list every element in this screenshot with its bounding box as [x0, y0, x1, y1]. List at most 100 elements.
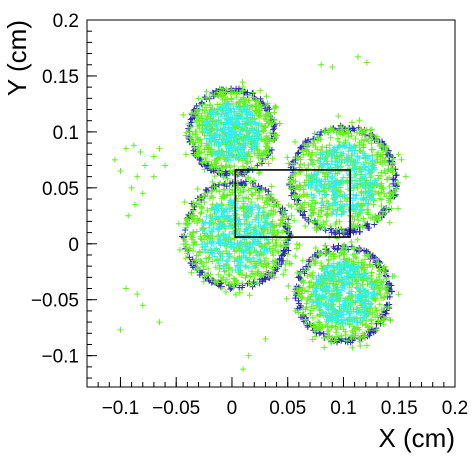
scatter-point [229, 128, 236, 135]
scatter-point [358, 137, 365, 144]
scatter-point [356, 177, 363, 184]
scatter-point [292, 253, 299, 260]
scatter-point [306, 218, 313, 225]
scatter-point [292, 178, 299, 185]
scatter-point [387, 165, 394, 172]
scatter-point [225, 110, 232, 117]
scatter-point [214, 155, 221, 162]
plot-frame [86, 19, 456, 388]
scatter-point [250, 94, 257, 101]
scatter-point [395, 179, 402, 186]
scatter-point [214, 89, 221, 96]
scatter-point [341, 157, 348, 164]
scatter-point [333, 180, 340, 187]
scatter-point [141, 162, 148, 169]
scatter-point [361, 174, 368, 181]
scatter-point [228, 96, 235, 103]
scatter-point [239, 195, 246, 202]
scatter-point [188, 135, 195, 142]
scatter-point [349, 119, 356, 126]
scatter-point [297, 184, 304, 191]
scatter-point [239, 115, 246, 122]
scatter-point [333, 226, 340, 233]
scatter-point [194, 186, 201, 193]
scatter-point [236, 131, 243, 138]
scatter-point [223, 86, 230, 93]
x-tick-label: −0.05 [152, 398, 200, 419]
scatter-point [339, 193, 346, 200]
scatter-point [262, 124, 269, 131]
scatter-point [314, 217, 321, 224]
scatter-point [328, 229, 335, 236]
scatter-point [235, 143, 242, 150]
scatter-point [351, 181, 358, 188]
scatter-point [255, 269, 262, 276]
scatter-point [353, 192, 360, 199]
scatter-point [248, 268, 255, 275]
scatter-point [352, 160, 359, 167]
scatter-point [270, 268, 277, 275]
scatter-point [253, 132, 260, 139]
scatter-point [253, 101, 260, 108]
scatter-point [208, 276, 215, 283]
scatter-point [262, 335, 269, 342]
scatter-point [365, 211, 372, 218]
scatter-point [353, 170, 360, 177]
scatter-point [360, 166, 367, 173]
scatter-point [329, 152, 336, 159]
scatter-point [207, 132, 214, 139]
scatter-point [186, 211, 193, 218]
scatter-point [390, 180, 397, 187]
scatter-point [361, 152, 368, 159]
scatter-point [214, 131, 221, 138]
scatter-point [197, 210, 204, 217]
scatter-point [383, 148, 390, 155]
scatter-point [185, 211, 192, 218]
scatter-point [234, 280, 241, 287]
scatter-point [367, 174, 374, 181]
scatter-point [256, 113, 263, 120]
scatter-point [190, 229, 197, 236]
scatter-point [388, 205, 395, 212]
scatter-point [365, 138, 372, 145]
scatter-point [395, 151, 402, 158]
scatter-point [254, 106, 261, 113]
scatter-point [337, 184, 344, 191]
scatter-point [303, 177, 310, 184]
scatter-point [220, 125, 227, 132]
scatter-point [128, 184, 135, 191]
scatter-point [297, 160, 304, 167]
scatter-point [361, 136, 368, 143]
scatter-point [246, 240, 253, 247]
scatter-point [285, 282, 292, 289]
x-tick-label: 0.1 [330, 398, 356, 419]
scatter-point [239, 145, 246, 152]
scatter-point [271, 117, 278, 124]
scatter-point [117, 326, 124, 333]
scatter-point [191, 144, 198, 151]
scatter-point [314, 146, 321, 153]
scatter-point [350, 229, 357, 236]
scatter-point [245, 352, 252, 359]
x-tick-label: 0.05 [269, 398, 306, 419]
scatter-point [261, 208, 268, 215]
scatter-point [393, 172, 400, 179]
scatter-point [269, 155, 276, 162]
scatter-point [362, 171, 369, 178]
scatter-point [350, 223, 357, 230]
scatter-point [220, 174, 227, 181]
scatter-point [348, 132, 355, 139]
scatter-point [230, 105, 237, 112]
scatter-point [237, 189, 244, 196]
scatter-point [246, 119, 253, 126]
x-axis-title: X (cm) [378, 423, 455, 453]
scatter-point [224, 156, 231, 163]
scatter-point [305, 218, 312, 225]
scatter-point [382, 146, 389, 153]
scatter-point [268, 183, 275, 190]
scatter-point [395, 291, 402, 298]
scatter-point [243, 122, 250, 129]
scatter-point [137, 149, 144, 156]
scatter-point [239, 163, 246, 170]
scatter-point [176, 246, 183, 253]
